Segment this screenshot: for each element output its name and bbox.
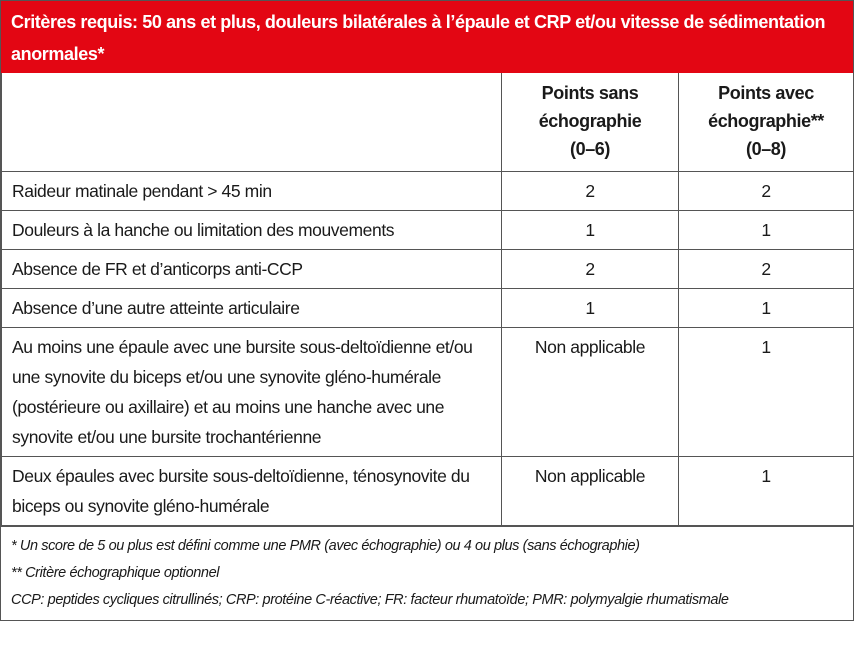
points-with-cell: 1	[678, 327, 854, 457]
table-title: Critères requis: 50 ans et plus, douleur…	[1, 1, 853, 73]
criterion-cell: Raideur matinale pendant > 45 min	[1, 171, 502, 211]
footnote-abbreviations: CCP: peptides cycliques citrullinés; CRP…	[11, 592, 729, 608]
table-row: Deux épaules avec bursite sous-deltoïdie…	[1, 456, 854, 526]
points-without-cell: 1	[501, 210, 679, 250]
table-row: Douleurs à la hanche ou limitation des m…	[1, 210, 854, 250]
criteria-table: Points sans échographie (0–6) Points ave…	[1, 73, 854, 526]
criterion-cell: Au moins une épaule avec une bursite sou…	[1, 327, 502, 457]
header-line: échographie**	[708, 111, 824, 131]
header-line: Points sans	[541, 83, 639, 103]
header-line: (0–8)	[745, 139, 787, 159]
empty-header-cell	[1, 73, 502, 172]
points-with-cell: 1	[678, 210, 854, 250]
points-with-cell: 2	[678, 171, 854, 211]
criteria-table-container: Critères requis: 50 ans et plus, douleur…	[0, 0, 854, 621]
column-header-with-ultrasound: Points avec échographie** (0–8)	[678, 73, 854, 172]
points-without-cell: 1	[501, 288, 679, 328]
footnote-score: * Un score de 5 ou plus est défini comme…	[11, 538, 640, 554]
header-line: Points avec	[718, 83, 814, 103]
table-row: Absence de FR et d’anticorps anti-CCP 2 …	[1, 249, 854, 289]
points-without-cell: 2	[501, 249, 679, 289]
footnotes: * Un score de 5 ou plus est défini comme…	[1, 526, 853, 620]
column-header-row: Points sans échographie (0–6) Points ave…	[1, 73, 854, 172]
header-line: échographie	[538, 111, 642, 131]
table-row: Absence d’une autre atteinte articulaire…	[1, 288, 854, 328]
points-with-cell: 1	[678, 288, 854, 328]
points-without-cell: Non applicable	[501, 456, 679, 526]
points-with-cell: 1	[678, 456, 854, 526]
points-without-cell: Non applicable	[501, 327, 679, 457]
criterion-cell: Absence d’une autre atteinte articulaire	[1, 288, 502, 328]
points-with-cell: 2	[678, 249, 854, 289]
table-row: Au moins une épaule avec une bursite sou…	[1, 327, 854, 457]
footnote-optional: ** Critère échographique optionnel	[11, 565, 220, 581]
table-row: Raideur matinale pendant > 45 min 2 2	[1, 171, 854, 211]
column-header-without-ultrasound: Points sans échographie (0–6)	[501, 73, 679, 172]
criterion-cell: Absence de FR et d’anticorps anti-CCP	[1, 249, 502, 289]
header-line: (0–6)	[569, 139, 611, 159]
criterion-cell: Deux épaules avec bursite sous-deltoïdie…	[1, 456, 502, 526]
points-without-cell: 2	[501, 171, 679, 211]
criterion-cell: Douleurs à la hanche ou limitation des m…	[1, 210, 502, 250]
